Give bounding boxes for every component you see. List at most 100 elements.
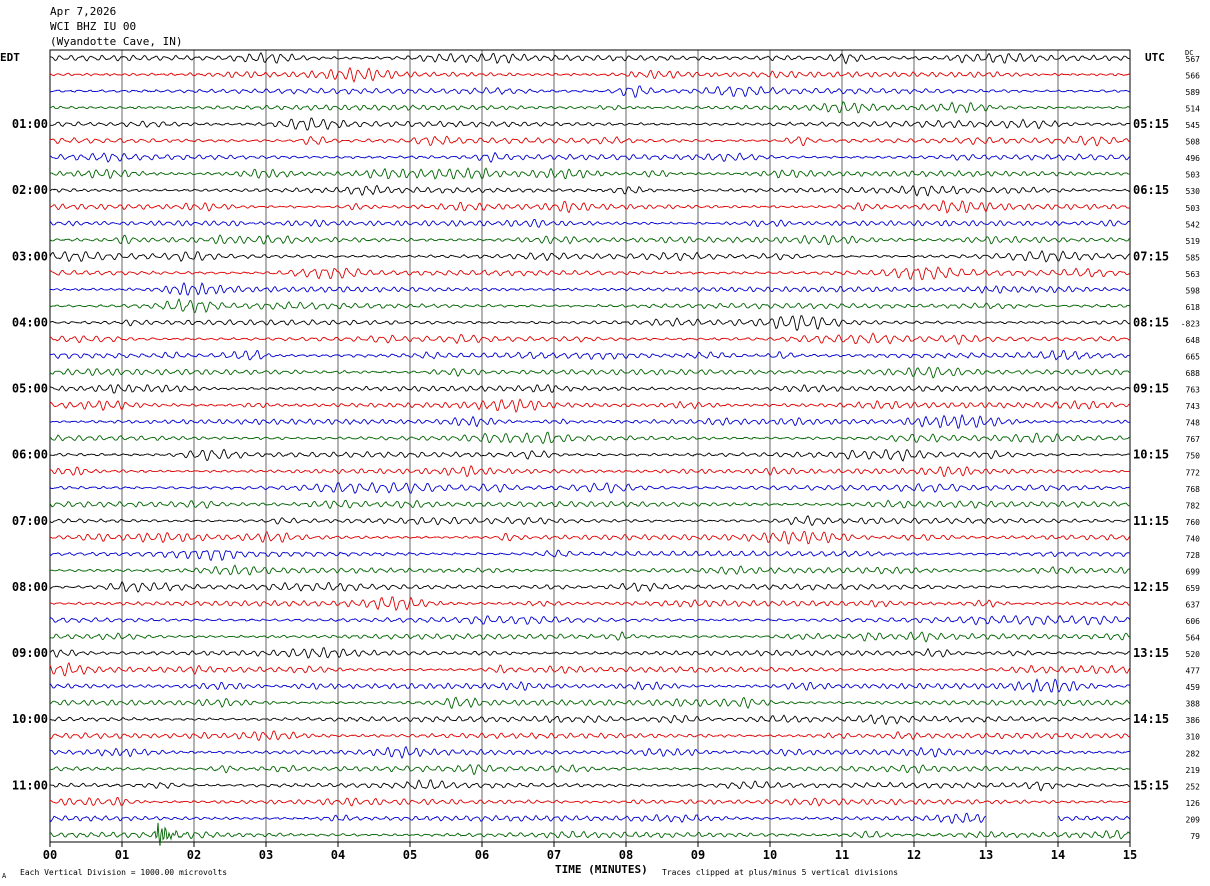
- dc-value-label: 310: [1186, 733, 1201, 742]
- dc-value-label: 219: [1186, 766, 1201, 775]
- seismogram-trace: [49, 499, 1131, 510]
- dc-value-label: 606: [1186, 617, 1201, 626]
- x-tick-label: 02: [187, 848, 201, 862]
- dc-value-label: 126: [1186, 799, 1201, 808]
- seismogram-trace: [49, 200, 1131, 214]
- seismogram-trace: [49, 530, 1131, 545]
- utc-hour-label: 11:15: [1133, 514, 1169, 528]
- seismogram-trace: [49, 315, 1131, 332]
- utc-hour-label: 14:15: [1133, 712, 1169, 726]
- dc-value-label: 763: [1186, 386, 1201, 395]
- seismogram-trace: [49, 696, 1131, 709]
- date-label: Apr 7,2026: [50, 5, 117, 18]
- utc-hour-label: 08:15: [1133, 315, 1169, 329]
- utc-hour-label: 06:15: [1133, 183, 1169, 197]
- seismogram-trace: [49, 151, 1131, 163]
- utc-hour-label: 12:15: [1133, 580, 1169, 594]
- seismogram-trace: [50, 714, 1131, 726]
- seismogram-trace: [50, 266, 1131, 281]
- seismogram-trace: [49, 413, 1131, 429]
- dc-value-label: 589: [1186, 88, 1201, 97]
- dc-value-label: 637: [1186, 600, 1201, 609]
- seismogram-trace: [49, 366, 1131, 379]
- seismogram-trace: [49, 779, 1130, 792]
- seismogram-trace: [49, 646, 1131, 659]
- dc-value-label: 388: [1186, 700, 1201, 709]
- seismogram-trace: [49, 812, 1131, 825]
- dc-value-label: 598: [1186, 286, 1201, 295]
- seismogram-trace: [49, 281, 1131, 296]
- seismogram-trace: [49, 745, 1131, 759]
- dc-value-label: 782: [1186, 501, 1201, 510]
- clip-note: Traces clipped at plus/minus 5 vertical …: [662, 868, 899, 877]
- edt-hour-label: 04:00: [12, 315, 48, 329]
- edt-hour-label: 01:00: [12, 117, 48, 131]
- seismogram-trace: [49, 631, 1131, 643]
- seismogram-trace: [49, 515, 1131, 527]
- seismogram-trace: [49, 184, 1131, 197]
- dc-value-label: -823: [1181, 319, 1200, 328]
- corner-mark: A: [2, 872, 7, 880]
- seismogram-trace: [49, 66, 1131, 83]
- dc-value-label: 514: [1186, 105, 1201, 114]
- dc-value-label: 760: [1186, 518, 1201, 527]
- dc-value-label: 542: [1186, 220, 1201, 229]
- dc-value-label: 496: [1186, 154, 1201, 163]
- utc-hour-label: 13:15: [1133, 646, 1169, 660]
- seismogram-trace: [49, 580, 1131, 593]
- dc-value-label: 282: [1186, 749, 1201, 758]
- seismogram-trace: [49, 135, 1131, 147]
- seismogram-trace: [49, 117, 1131, 131]
- left-timezone-label: EDT: [0, 51, 20, 64]
- dc-value-label: 767: [1186, 435, 1201, 444]
- location-label: (Wyandotte Cave, IN): [50, 35, 183, 48]
- x-tick-label: 11: [835, 848, 849, 862]
- x-tick-label: 07: [547, 848, 561, 862]
- dc-value-label: 503: [1186, 204, 1201, 213]
- dc-value-label: 477: [1186, 667, 1201, 676]
- edt-hour-label: 06:00: [12, 448, 48, 462]
- seismogram-trace: [49, 482, 1131, 495]
- dc-value-label: 519: [1186, 237, 1201, 246]
- seismogram-trace: [49, 614, 1131, 626]
- dc-value-label: 728: [1186, 551, 1201, 560]
- utc-hour-label: 05:15: [1133, 117, 1169, 131]
- dc-value-label: 545: [1186, 121, 1201, 130]
- seismogram-trace: [49, 448, 1131, 462]
- seismogram-trace: [49, 51, 1131, 65]
- x-tick-label: 15: [1123, 848, 1137, 862]
- seismogram-trace: [49, 167, 1131, 180]
- dc-value-label: 699: [1186, 567, 1201, 576]
- x-tick-label: 13: [979, 848, 993, 862]
- dc-value-label: 520: [1186, 650, 1201, 659]
- dc-value-label: 618: [1186, 303, 1201, 312]
- dc-value-label: 459: [1186, 683, 1201, 692]
- seismogram-trace: [49, 332, 1131, 346]
- plot-frame: [49, 49, 1131, 843]
- seismogram-trace: [49, 763, 1131, 776]
- x-tick-label: 03: [259, 848, 273, 862]
- dc-value-label: 748: [1186, 419, 1201, 428]
- right-timezone-label: UTC: [1145, 51, 1165, 64]
- x-tick-label: 12: [907, 848, 921, 862]
- edt-hour-label: 08:00: [12, 580, 48, 594]
- seismogram-trace: [49, 85, 1131, 98]
- seismogram-trace: [49, 298, 1131, 314]
- dc-value-label: 768: [1186, 485, 1201, 494]
- dc-label: DC: [1185, 49, 1194, 57]
- seismogram-trace: [49, 101, 1131, 114]
- x-axis-title: TIME (MINUTES): [555, 863, 648, 876]
- seismogram-trace: [49, 398, 1131, 413]
- utc-hour-label: 07:15: [1133, 249, 1169, 263]
- edt-hour-label: 09:00: [12, 646, 48, 660]
- dc-value-label: 386: [1186, 716, 1201, 725]
- dc-value-label: 503: [1186, 171, 1201, 180]
- dc-value-label: 743: [1186, 402, 1201, 411]
- dc-value-label: 665: [1186, 353, 1201, 362]
- edt-hour-label: 10:00: [12, 712, 48, 726]
- seismogram-trace: [49, 564, 1131, 576]
- dc-value-label: 585: [1186, 253, 1201, 262]
- dc-value-label: 740: [1186, 534, 1201, 543]
- seismogram-trace: [49, 549, 1131, 562]
